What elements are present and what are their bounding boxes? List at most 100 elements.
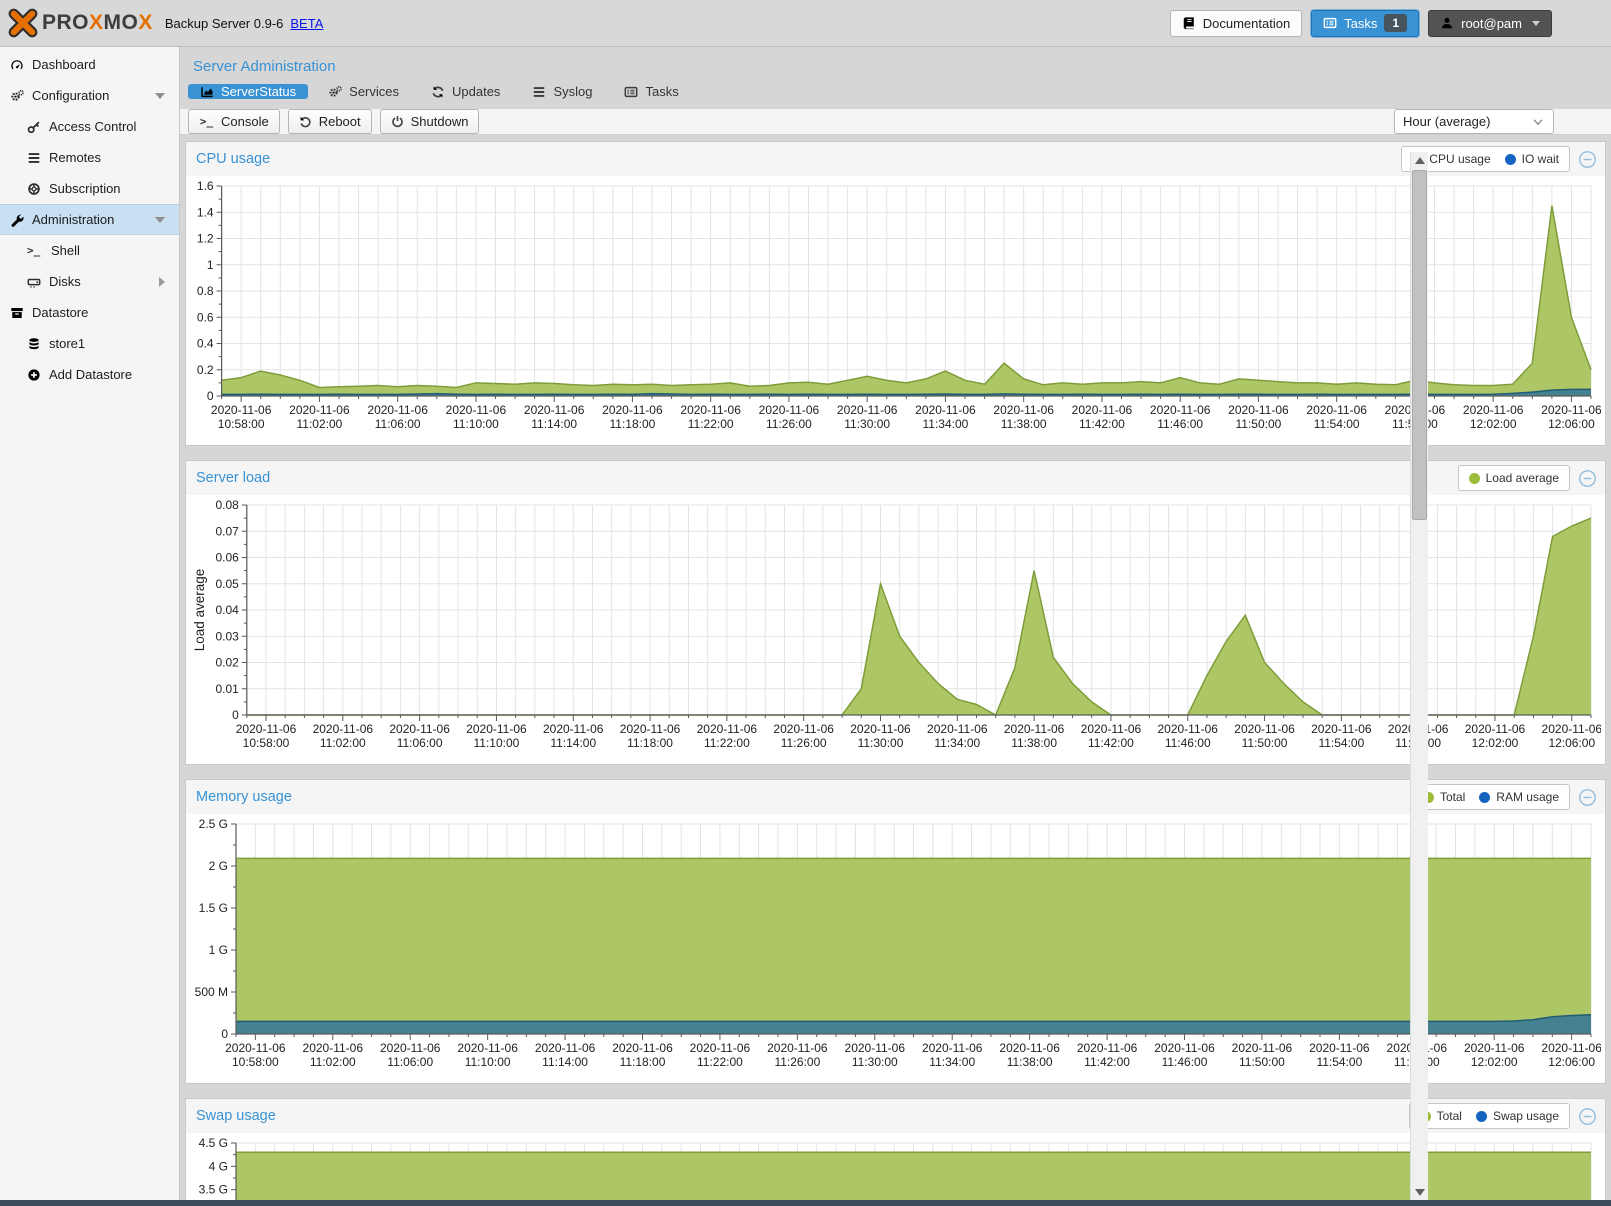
legend-item-swap-usage[interactable]: Swap usage <box>1475 1109 1559 1123</box>
svg-text:11:30:00: 11:30:00 <box>858 736 904 750</box>
legend-item-ram-usage[interactable]: RAM usage <box>1479 790 1559 804</box>
sidebar-item-subscription[interactable]: Subscription <box>0 173 179 204</box>
sidebar-item-disks[interactable]: Disks <box>0 266 179 297</box>
svg-text:11:30:00: 11:30:00 <box>844 417 890 431</box>
panel-title: Swap usage <box>196 1108 276 1124</box>
tab-tasks[interactable]: Tasks <box>612 84 690 99</box>
tab-updates[interactable]: Updates <box>419 84 512 99</box>
console-button[interactable]: >_ Console <box>188 109 280 134</box>
tab-bar: ServerStatus Services Updates Syslog Tasks <box>180 84 1611 99</box>
svg-text:2020-11-06: 2020-11-06 <box>446 403 507 417</box>
tab-serverstatus[interactable]: ServerStatus <box>188 84 309 99</box>
db-icon <box>27 337 41 351</box>
sidebar-item-label: Add Datastore <box>49 367 133 382</box>
svg-text:2020-11-06: 2020-11-06 <box>690 1041 751 1055</box>
power-icon <box>391 115 404 128</box>
svg-text:1: 1 <box>207 258 214 272</box>
svg-text:2020-11-06: 2020-11-06 <box>999 1041 1060 1055</box>
sidebar-item-shell[interactable]: >_ Shell <box>0 235 179 266</box>
legend-dot-icon <box>1475 1110 1487 1122</box>
svg-text:0.07: 0.07 <box>215 524 239 538</box>
svg-text:2020-11-06: 2020-11-06 <box>1541 403 1601 417</box>
lifering-icon <box>27 182 41 196</box>
scroll-up-button[interactable] <box>1411 152 1429 168</box>
sidebar-item-configuration[interactable]: Configuration <box>0 80 179 111</box>
tasks-button[interactable]: Tasks 1 <box>1311 9 1420 37</box>
reboot-button[interactable]: Reboot <box>287 109 372 134</box>
legend-label: IO wait <box>1521 152 1559 166</box>
svg-text:11:22:00: 11:22:00 <box>697 1055 743 1069</box>
svg-text:11:26:00: 11:26:00 <box>774 1055 820 1069</box>
svg-text:1.5 G: 1.5 G <box>199 901 228 915</box>
sidebar-item-dashboard[interactable]: Dashboard <box>0 49 179 80</box>
svg-text:2020-11-06: 2020-11-06 <box>1004 722 1065 736</box>
svg-text:2020-11-06: 2020-11-06 <box>680 403 741 417</box>
sidebar-item-label: Dashboard <box>32 57 96 72</box>
svg-text:2020-11-06: 2020-11-06 <box>837 403 898 417</box>
panel-body: 0 0.2 0.4 0.6 0.8 1 1.2 1.4 1.6 2020-11-06 10:58:0… <box>186 176 1605 445</box>
minus-circle-icon <box>1578 150 1597 169</box>
documentation-button[interactable]: Documentation <box>1169 9 1303 37</box>
svg-text:11:22:00: 11:22:00 <box>704 736 750 750</box>
svg-text:2020-11-06: 2020-11-06 <box>602 403 663 417</box>
svg-text:11:42:00: 11:42:00 <box>1088 736 1134 750</box>
sidebar-item-administration[interactable]: Administration <box>0 204 179 235</box>
sidebar-item-remotes[interactable]: Remotes <box>0 142 179 173</box>
sidebar-item-store1[interactable]: store1 <box>0 328 179 359</box>
legend-item-total[interactable]: Total <box>1422 790 1465 804</box>
svg-text:2020-11-06: 2020-11-06 <box>1306 403 1367 417</box>
book-icon <box>1182 16 1196 30</box>
chevron-down-icon <box>1531 115 1545 129</box>
tab-syslog[interactable]: Syslog <box>520 84 604 99</box>
svg-text:11:18:00: 11:18:00 <box>627 736 673 750</box>
panel-tools: Load average <box>1457 465 1597 491</box>
top-bar: PROXMOX Backup Server 0.9-6 BETA Documen… <box>0 0 1611 47</box>
svg-text:0.03: 0.03 <box>215 629 239 643</box>
bars-icon <box>27 151 41 165</box>
svg-text:0: 0 <box>207 389 214 403</box>
svg-text:2020-11-06: 2020-11-06 <box>1081 722 1142 736</box>
svg-text:11:38:00: 11:38:00 <box>1007 1055 1053 1069</box>
svg-text:2020-11-06: 2020-11-06 <box>845 1041 906 1055</box>
sidebar-item-add-datastore[interactable]: Add Datastore <box>0 359 179 390</box>
collapse-panel-icon[interactable] <box>1578 150 1597 169</box>
chevron-down-icon <box>1532 20 1540 26</box>
svg-text:2020-11-06: 2020-11-06 <box>389 722 450 736</box>
legend-label: CPU usage <box>1429 152 1491 166</box>
scroll-down-button[interactable] <box>1411 1184 1429 1200</box>
svg-text:500 M: 500 M <box>195 985 228 999</box>
svg-text:Load average: Load average <box>192 569 207 652</box>
user-menu-button[interactable]: root@pam <box>1428 9 1552 37</box>
svg-text:2020-11-06: 2020-11-06 <box>457 1041 518 1055</box>
vertical-scrollbar[interactable] <box>1410 152 1428 1200</box>
collapse-panel-icon[interactable] <box>1578 788 1597 807</box>
beta-link[interactable]: BETA <box>290 15 324 31</box>
legend-item-io-wait[interactable]: IO wait <box>1504 152 1559 166</box>
tab-label: Tasks <box>645 84 679 99</box>
collapse-panel-icon[interactable] <box>1578 1107 1597 1126</box>
svg-text:2020-11-06: 2020-11-06 <box>236 722 297 736</box>
svg-text:2020-11-06: 2020-11-06 <box>773 722 834 736</box>
svg-text:2020-11-06: 2020-11-06 <box>303 1041 364 1055</box>
collapse-panel-icon[interactable] <box>1578 469 1597 488</box>
sidebar-item-access-control[interactable]: Access Control <box>0 111 179 142</box>
triangle-down-icon <box>1415 1188 1425 1196</box>
svg-text:11:50:00: 11:50:00 <box>1236 417 1282 431</box>
panel-title: Server load <box>196 470 271 486</box>
svg-text:11:06:00: 11:06:00 <box>375 417 421 431</box>
shutdown-button[interactable]: Shutdown <box>379 109 480 134</box>
wrench-icon <box>10 213 24 227</box>
user-icon <box>1440 16 1454 30</box>
sidebar-item-label: Remotes <box>49 150 102 165</box>
svg-text:2020-11-06: 2020-11-06 <box>543 722 604 736</box>
tab-services[interactable]: Services <box>316 84 411 99</box>
legend-item-load-average[interactable]: Load average <box>1468 471 1559 485</box>
sidebar-item-datastore[interactable]: Datastore <box>0 297 179 328</box>
timeframe-select[interactable]: Hour (average) <box>1394 109 1554 134</box>
svg-text:11:14:00: 11:14:00 <box>542 1055 588 1069</box>
svg-text:2020-11-06: 2020-11-06 <box>313 722 374 736</box>
svg-text:0.08: 0.08 <box>215 499 239 512</box>
scrollbar-thumb[interactable] <box>1412 170 1427 520</box>
button-label: Reboot <box>318 114 361 129</box>
